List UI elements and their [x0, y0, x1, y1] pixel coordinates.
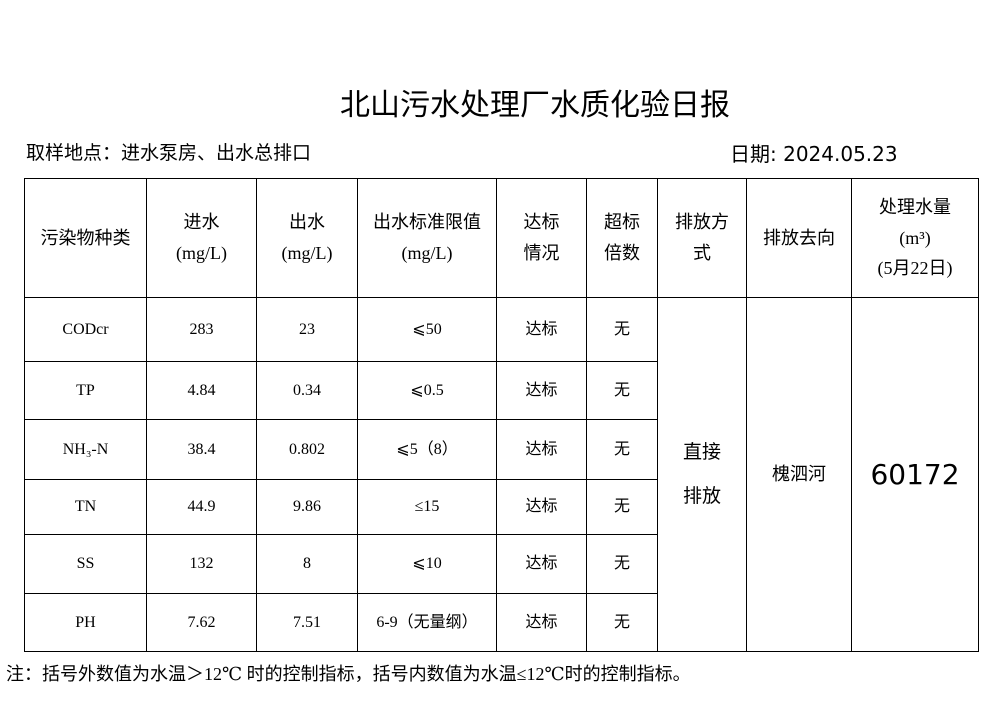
cell: 0.34 [256, 361, 358, 420]
cell-line: (mg/L) [401, 243, 453, 263]
header-cell: 处理水量 (m³) (5月22日) [851, 178, 979, 298]
data-row: TP 4.84 0.34 ⩽0.5 达标无 [24, 361, 979, 420]
cell: 8 [256, 534, 358, 594]
cell: 283 [146, 297, 257, 362]
cell-line: (m³) [899, 227, 931, 248]
cell: ⩽0.5 [357, 361, 497, 420]
cell: 达标 [496, 361, 587, 420]
cell: 132 [146, 534, 257, 594]
data-row: PH 7.62 7.51 6-9（无量纲） 达标无 [24, 593, 979, 652]
cell: 4.84 [146, 361, 257, 420]
cell: 无 [586, 297, 658, 362]
cell: 0.802 [256, 419, 358, 480]
cell: 无 [586, 479, 658, 535]
cell: 7.51 [256, 593, 358, 652]
cell-line: 出水标准限值 [373, 212, 481, 233]
cell: 达标 [496, 593, 587, 652]
header-cell: 出水 (mg/L) [256, 178, 358, 298]
cell: 达标 [496, 479, 587, 535]
cell-line: 排放去向 [763, 227, 835, 248]
cell-line: 达标 [523, 212, 560, 233]
cell: PH [24, 593, 147, 652]
cell: 无 [586, 419, 658, 480]
cell: 9.86 [256, 479, 358, 535]
cell-line: 污染物种类 [40, 227, 131, 248]
title: 北山污水处理厂水质化验日报 [340, 88, 730, 123]
cell: ≤15 [357, 479, 497, 535]
cell: 38.4 [146, 419, 257, 480]
report-table: 污染物种类 进水 (mg/L) 出水 (mg/L) 出水标准限值 (mg/L) 达标 情况 超标倍… [24, 178, 979, 652]
cell-line: 排放方 [675, 212, 729, 233]
volume: 60172 [851, 297, 979, 652]
date: 日期: 2024.05.23 [730, 142, 898, 166]
cell: 无 [586, 361, 658, 420]
data-row: SS 132 8 ⩽10 达标无 [24, 534, 979, 594]
cell-line: 处理水量 [879, 197, 951, 218]
header-cell: 出水标准限值 (mg/L) [357, 178, 497, 298]
cell-line: 进水 [183, 212, 220, 233]
header-row: 污染物种类 进水 (mg/L) 出水 (mg/L) 出水标准限值 (mg/L) 达标 情况 超标倍… [24, 178, 979, 298]
header-cell: 污染物种类 [24, 178, 147, 298]
data-row: TN 44.9 9.86 ≤15 达标无 [24, 479, 979, 535]
cell: 无 [586, 593, 658, 652]
cell: ⩽5（8） [357, 419, 497, 480]
cell: 7.62 [146, 593, 257, 652]
cell: SS [24, 534, 147, 594]
header-cell: 排放去向 [746, 178, 852, 298]
header-cell: 进水 (mg/L) [146, 178, 257, 298]
data-row: CODcr 283 23 ⩽50 达标无直接 排放 槐泗河 60172 [24, 297, 979, 652]
cell: NH₃-N [24, 419, 147, 480]
cell-line: (mg/L) [176, 243, 227, 263]
cell: 达标 [496, 534, 587, 594]
cell: 达标 [496, 297, 587, 362]
cell: TN [24, 479, 147, 535]
header-cell: 超标 倍数 [586, 178, 658, 298]
cell: ⩽50 [357, 297, 497, 362]
cell-line: 情况 [523, 243, 560, 263]
cell: 6-9（无量纲） [357, 593, 497, 652]
cell: 达标 [496, 419, 587, 480]
discharge-to: 槐泗河 [746, 297, 852, 652]
data-row: NH₃-N 38.4 0.802 ⩽5（8） 达标无 [24, 419, 979, 480]
cell-line: 出水 [289, 212, 325, 233]
cell: 44.9 [146, 479, 257, 535]
cell-line: 直接 [682, 441, 721, 463]
cell-line: 倍数 [604, 243, 640, 263]
cell: ⩽10 [357, 534, 497, 594]
cell: 23 [256, 297, 358, 362]
footnote: 注：括号外数值为水温＞12℃ 时的控制指标，括号内数值为水温≤12℃时的控制指标… [6, 664, 691, 684]
cell: TP [24, 361, 147, 420]
header-cell: 达标 情况 [496, 178, 587, 298]
discharge-method: 直接 排放 [657, 297, 747, 652]
location: 取样地点：进水泵房、出水总排口 [26, 142, 312, 164]
cell: 无 [586, 534, 658, 594]
cell: CODcr [24, 297, 147, 362]
cell-line: 超标 [604, 212, 640, 233]
cell-line: 式 [693, 243, 711, 263]
cell-line: 排放 [682, 485, 721, 507]
header-cell: 排放方式 [657, 178, 747, 298]
cell-line: (5月22日) [877, 258, 953, 279]
cell-line: (mg/L) [281, 243, 333, 263]
